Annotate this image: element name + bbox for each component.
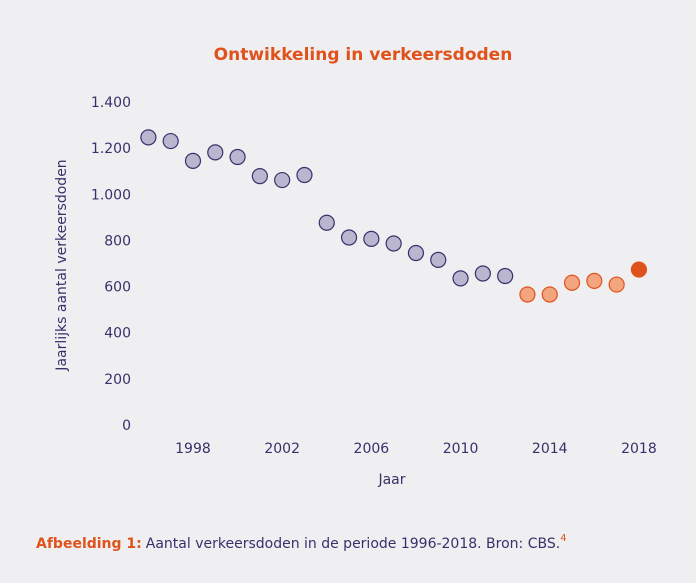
data-point: [162, 132, 179, 150]
y-tick-label: 1.200: [91, 141, 131, 157]
x-tick-label: 2010: [443, 441, 479, 457]
caption-text: Aantal verkeersdoden in de periode 1996-…: [146, 536, 560, 552]
chart-title: Ontwikkeling in verkeersdoden: [214, 45, 513, 65]
x-axis-label: Jaar: [377, 472, 405, 488]
x-tick-label: 2002: [264, 441, 300, 457]
y-axis-label: Jaarlijks aantal verkeersdoden: [54, 159, 70, 371]
data-point: [430, 251, 447, 268]
data-point: [363, 230, 380, 247]
caption-label: Afbeelding 1:: [36, 536, 142, 552]
y-tick-label: 600: [104, 280, 131, 296]
x-tick-label: 2014: [532, 441, 568, 457]
y-tick-label: 400: [104, 326, 131, 342]
data-point: [140, 129, 157, 146]
data-point: [251, 168, 268, 185]
data-point: [452, 270, 469, 287]
y-tick-label: 1.400: [91, 95, 131, 111]
caption-ref: 4: [560, 533, 566, 544]
y-tick-label: 1.000: [91, 187, 131, 203]
data-point: [184, 152, 202, 170]
data-point: [497, 267, 514, 285]
y-tick-label: 200: [104, 372, 131, 388]
data-point: [207, 144, 224, 161]
caption: Afbeelding 1: Aantal verkeersdoden in de …: [36, 533, 567, 552]
data-point: [541, 286, 558, 303]
data-point: [229, 148, 246, 166]
x-tick-label: 1998: [175, 441, 211, 457]
data-point: [318, 214, 335, 231]
data-point: [630, 261, 648, 278]
data-point: [563, 274, 581, 291]
data-point: [407, 244, 425, 262]
data-point: [586, 272, 603, 289]
data-point: [608, 276, 625, 293]
data-point: [385, 235, 402, 252]
data-point: [519, 286, 536, 303]
data-point: [274, 171, 291, 189]
y-tick-label: 800: [104, 233, 131, 249]
data-point: [474, 265, 491, 282]
x-tick-label: 2018: [621, 441, 657, 457]
data-point: [296, 166, 313, 184]
data-point: [340, 229, 358, 246]
x-tick-label: 2006: [354, 441, 390, 457]
y-tick-label: 0: [122, 418, 131, 434]
